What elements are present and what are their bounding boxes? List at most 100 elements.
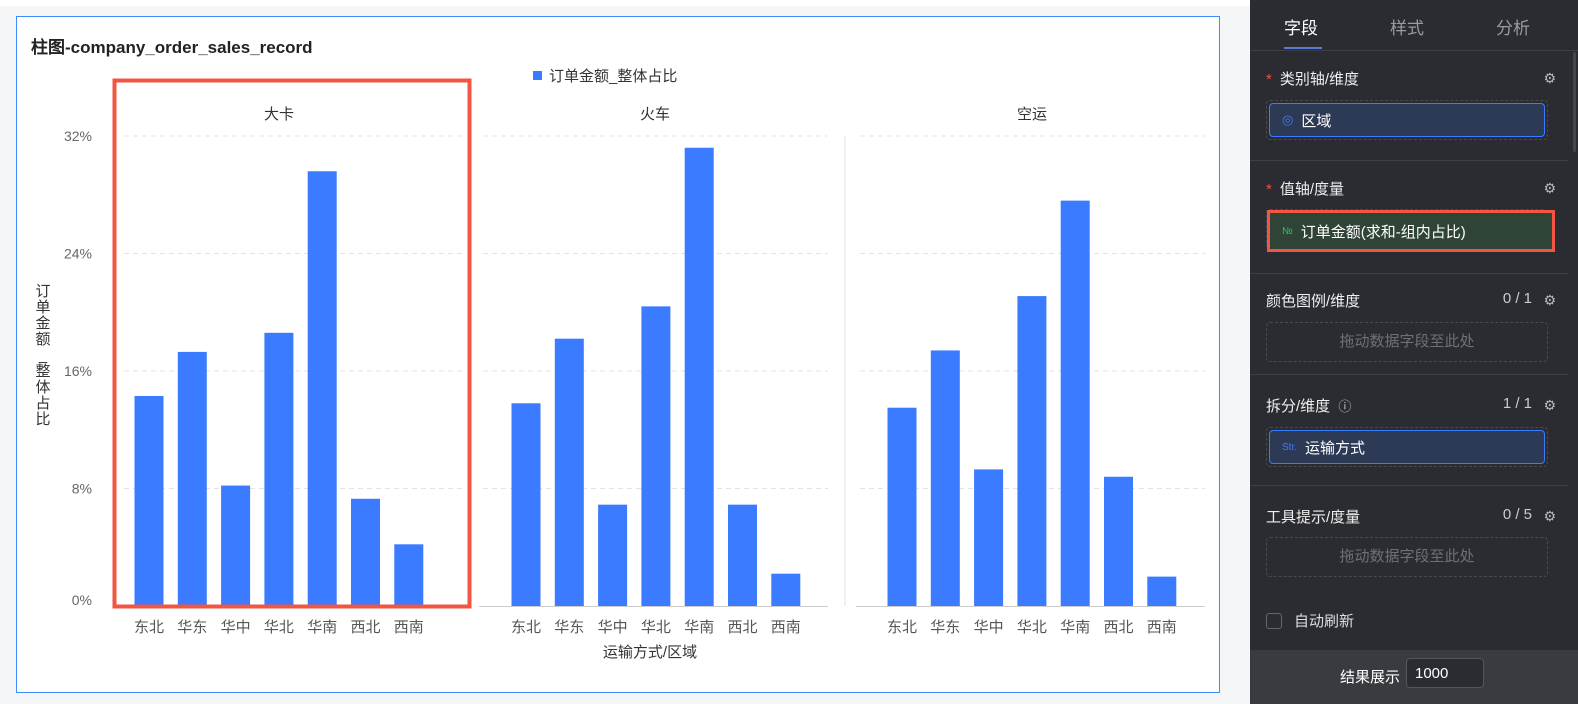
gear-icon[interactable]: ⚙ xyxy=(1543,292,1556,308)
bar-火车-西北 xyxy=(728,504,757,606)
string-icon: Str. xyxy=(1282,441,1298,453)
x-tick-label: 华东 xyxy=(930,619,960,636)
x-axis-label: 运输方式/区域 xyxy=(603,644,697,661)
bar-大卡-西南 xyxy=(394,544,424,606)
scrollbar[interactable] xyxy=(1573,52,1576,152)
field-pill-order-amount[interactable]: № 订单金额(求和-组内占比) xyxy=(1267,210,1555,252)
tab-style[interactable]: 样式 xyxy=(1390,19,1424,38)
legend-swatch xyxy=(533,71,542,80)
field-count: 0 / 1 xyxy=(1502,290,1532,307)
x-tick-label: 西北 xyxy=(350,619,380,636)
bar-火车-华东 xyxy=(554,338,584,606)
x-tick-label: 西南 xyxy=(771,619,801,636)
field-name: 订单金额(求和-组内占比) xyxy=(1300,223,1466,241)
value-dropzone[interactable]: № 订单金额(求和-组内占比) xyxy=(1266,209,1555,252)
x-tick-label: 华中 xyxy=(221,619,251,636)
tab-fields[interactable]: 字段 xyxy=(1284,19,1318,38)
x-tick-label: 华东 xyxy=(177,619,207,636)
x-tick-label: 西北 xyxy=(1103,619,1133,636)
gear-icon[interactable]: ⚙ xyxy=(1543,70,1556,86)
facet-title: 火车 xyxy=(640,106,670,123)
bar-空运-华北 xyxy=(1017,296,1047,606)
auto-refresh-checkbox[interactable] xyxy=(1266,612,1282,629)
facet-title: 大卡 xyxy=(264,106,294,123)
auto-refresh-row: 自动刷新 xyxy=(1266,610,1354,631)
x-tick-label: 西南 xyxy=(394,619,424,636)
tab-analysis[interactable]: 分析 xyxy=(1496,19,1530,38)
category-dropzone[interactable]: ◎ 区域 xyxy=(1266,100,1548,140)
x-tick-label: 东北 xyxy=(511,619,541,636)
bar-空运-西北 xyxy=(1104,476,1133,606)
y-tick-label: 32% xyxy=(64,128,92,144)
top-strip xyxy=(0,0,1250,6)
bar-大卡-东北 xyxy=(134,395,164,606)
bar-空运-华中 xyxy=(974,469,1004,606)
bar-火车-华南 xyxy=(684,147,714,606)
split-section: 拆分/维度 ⓘ 1 / 1 ⚙ Str. 运输方式 xyxy=(1250,375,1568,486)
section-label: 颜色图例/维度 xyxy=(1266,293,1361,310)
result-label: 结果展示 xyxy=(1340,669,1401,686)
bar-火车-西南 xyxy=(771,573,801,606)
legend-label: 订单金额_整体占比 xyxy=(549,68,677,85)
active-tab-indicator xyxy=(1284,47,1322,49)
bar-chart: 订单金额_整体占比0%8%16%24%32%订单金额_整体占比大卡东北 华东 华中华… xyxy=(35,68,1205,661)
x-tick-label: 东北 xyxy=(887,619,917,636)
y-tick-label: 8% xyxy=(72,481,92,497)
x-tick-label: 华南 xyxy=(684,619,714,636)
field-pill-region[interactable]: ◎ 区域 xyxy=(1269,103,1545,137)
chart-title: 柱图-company_order_sales_record xyxy=(31,38,313,57)
field-count: 1 / 1 xyxy=(1502,395,1532,412)
bar-大卡-华北 xyxy=(264,332,294,606)
tooltip-section: 工具提示/度量 0 / 5 ⚙ 拖动数据字段至此处 xyxy=(1250,486,1568,586)
number-icon: № xyxy=(1282,225,1293,237)
field-name: 区域 xyxy=(1301,112,1332,130)
x-tick-label: 华南 xyxy=(1060,619,1090,636)
y-tick-label: 24% xyxy=(64,246,92,262)
bar-空运-西南 xyxy=(1147,576,1177,606)
bar-空运-华东 xyxy=(930,350,960,606)
x-tick-label: 西南 xyxy=(1147,619,1177,636)
bar-火车-华北 xyxy=(641,306,671,606)
gear-icon[interactable]: ⚙ xyxy=(1543,508,1556,524)
x-tick-label: 华北 xyxy=(1017,619,1047,636)
y-tick-label: 16% xyxy=(64,363,92,379)
x-tick-label: 西北 xyxy=(727,619,757,636)
field-count: 0 / 5 xyxy=(1502,506,1532,523)
bar-大卡-华南 xyxy=(307,171,337,606)
section-label: 类别轴/维度 xyxy=(1279,71,1360,88)
value-axis-section: * 值轴/度量 ⚙ № 订单金额(求和-组内占比) xyxy=(1250,161,1568,274)
split-dropzone[interactable]: Str. 运输方式 xyxy=(1266,427,1548,467)
field-pill-transport[interactable]: Str. 运输方式 xyxy=(1269,430,1545,464)
auto-refresh-label: 自动刷新 xyxy=(1294,613,1355,630)
tooltip-dropzone[interactable]: 拖动数据字段至此处 xyxy=(1266,537,1548,577)
bar-大卡-西北 xyxy=(351,498,380,606)
gear-icon[interactable]: ⚙ xyxy=(1543,180,1556,196)
y-axis-label: 订单金额_整体占比 xyxy=(35,283,50,428)
section-label: 工具提示/度量 xyxy=(1266,509,1361,526)
color-dropzone[interactable]: 拖动数据字段至此处 xyxy=(1266,322,1548,362)
x-tick-label: 华东 xyxy=(554,619,584,636)
bar-空运-东北 xyxy=(887,407,917,606)
bar-火车-华中 xyxy=(598,504,628,606)
category-axis-section: * 类别轴/维度 ⚙ ◎ 区域 xyxy=(1250,52,1568,161)
x-tick-label: 华南 xyxy=(307,619,337,636)
location-icon: ◎ xyxy=(1282,112,1294,127)
color-legend-section: 颜色图例/维度 0 / 1 ⚙ 拖动数据字段至此处 xyxy=(1250,274,1568,375)
section-label: 拆分/维度 xyxy=(1266,398,1331,415)
bar-大卡-华东 xyxy=(177,351,207,606)
x-tick-label: 东北 xyxy=(134,619,164,636)
bar-大卡-华中 xyxy=(221,485,251,606)
facet-title: 空运 xyxy=(1017,106,1047,123)
field-name: 运输方式 xyxy=(1305,439,1366,457)
bar-火车-东北 xyxy=(511,403,541,606)
x-tick-label: 华中 xyxy=(974,619,1004,636)
x-tick-label: 华北 xyxy=(641,619,671,636)
required-mark: * xyxy=(1266,71,1272,88)
info-icon[interactable]: ⓘ xyxy=(1338,399,1352,414)
gear-icon[interactable]: ⚙ xyxy=(1543,397,1556,413)
highlight-box xyxy=(112,78,472,609)
y-tick-label: 0% xyxy=(72,592,92,608)
bar-空运-华南 xyxy=(1060,200,1090,606)
panel-tabs: 字段 样式 分析 xyxy=(1250,0,1578,51)
result-limit-input[interactable] xyxy=(1406,658,1484,688)
